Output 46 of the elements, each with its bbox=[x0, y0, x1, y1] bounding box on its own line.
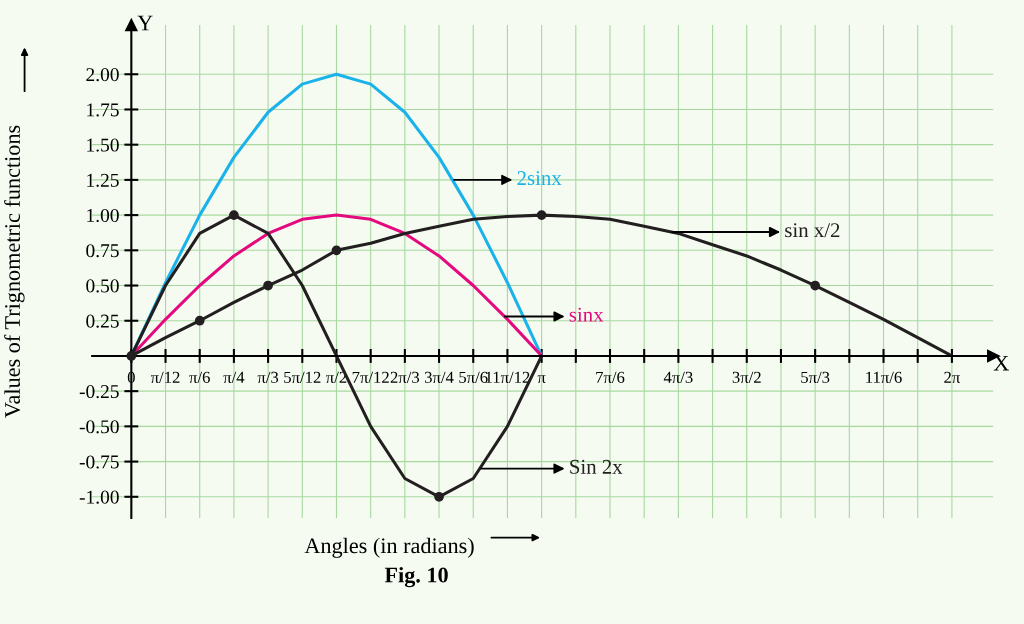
y-tick-label: -1.00 bbox=[79, 490, 119, 504]
text: 2sinx bbox=[517, 171, 562, 186]
y-tick-label: 1.25 bbox=[87, 173, 119, 187]
point bbox=[810, 280, 821, 291]
point bbox=[434, 491, 444, 502]
y-tick-label: 1.75 bbox=[87, 103, 119, 117]
x-tick-label: π/3 bbox=[257, 371, 279, 383]
point bbox=[536, 210, 547, 220]
point bbox=[263, 280, 273, 291]
y-tick-label: -0.25 bbox=[79, 384, 119, 399]
x-tick-label: π/6 bbox=[189, 371, 210, 383]
x-tick-label: 7π/6 bbox=[596, 371, 625, 383]
x-tick-label: 2π bbox=[944, 371, 961, 383]
y-axis-title: Values of Trignometric functions bbox=[4, 125, 25, 418]
annotation: Y bbox=[137, 15, 153, 31]
text: X bbox=[993, 355, 1009, 371]
x-tick-label: 3π/4 bbox=[424, 371, 454, 383]
x-tick-label: 2π/3 bbox=[390, 371, 420, 383]
text: Sin 2x bbox=[570, 459, 623, 474]
x-tick-label: 11π/6 bbox=[866, 371, 902, 383]
x-axis-title: Angles (in radians) bbox=[304, 537, 474, 558]
x-tick-label: π/4 bbox=[223, 371, 245, 383]
y-tick-label: -0.50 bbox=[79, 420, 119, 434]
x-tick-label: 11π/12 bbox=[486, 371, 530, 383]
point bbox=[229, 210, 239, 220]
caption: Fig. 10 bbox=[384, 566, 448, 588]
x-tick-label: 7π/12 bbox=[352, 371, 389, 383]
x-tick-label: 5π/3 bbox=[801, 371, 830, 383]
y-tick-label: 0.50 bbox=[86, 279, 119, 293]
x-tick-label: 5π/6 bbox=[459, 371, 488, 383]
y-tick-label: 1.50 bbox=[87, 138, 119, 152]
point bbox=[194, 315, 205, 326]
y-tick-label: 1.00 bbox=[87, 208, 119, 223]
point bbox=[126, 351, 137, 361]
y-tick-label: 0.75 bbox=[86, 244, 119, 258]
series-label: sin x/2 bbox=[785, 223, 840, 238]
text: sinx bbox=[569, 307, 604, 322]
x-tick-label: π bbox=[537, 375, 546, 383]
x-tick-label: 3π/2 bbox=[732, 371, 761, 383]
y-tick-label: 2.00 bbox=[86, 68, 119, 82]
x-tick-label: π/12 bbox=[150, 371, 180, 383]
point bbox=[331, 245, 342, 256]
y-tick-label: -0.75 bbox=[79, 455, 119, 469]
y-tick-label: 0.25 bbox=[86, 314, 119, 328]
x-tick-label: 5π/12 bbox=[284, 371, 321, 383]
x-tick-label: 4π/3 bbox=[663, 371, 693, 383]
